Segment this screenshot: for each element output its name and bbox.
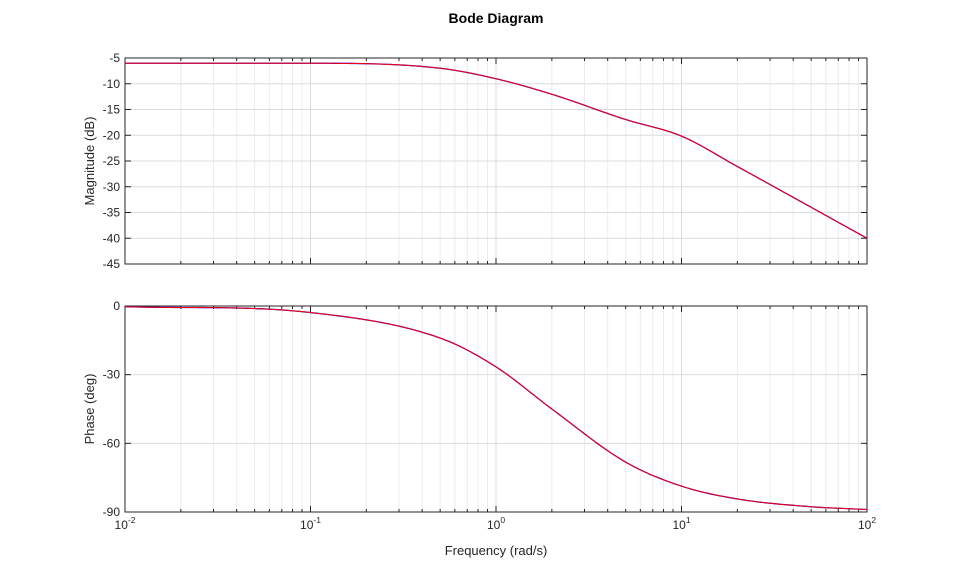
y-tick-label: -60 (103, 436, 121, 450)
x-tick-label: 10-2 (115, 515, 136, 532)
y-tick-label: -90 (103, 505, 121, 519)
magnitude-series-2 (125, 62, 867, 239)
magnitude-frame (124, 57, 868, 265)
y-tick-label: -40 (103, 231, 121, 245)
x-tick-label: 10-1 (300, 515, 321, 532)
magnitude-y-label: Magnitude (dB) (82, 117, 97, 206)
magnitude-axes: -5 -10 -15 -20 -25 -30 -35 -40 -45 Magnitude (dB) (82, 51, 868, 271)
phase-series-2 (125, 306, 867, 510)
y-tick-label: -15 (103, 103, 121, 117)
y-tick-label: -35 (103, 206, 121, 220)
phase-y-label: Phase (deg) (82, 374, 97, 445)
x-axis-label: Frequency (rad/s) (445, 543, 548, 558)
y-tick-label: -30 (103, 180, 121, 194)
phase-frame (124, 305, 868, 513)
y-tick-label: -45 (103, 257, 121, 271)
x-tick-label: 102 (858, 515, 876, 532)
phase-axes: 0 -30 -60 -90 Phase (deg) (82, 299, 868, 519)
y-tick-label: -10 (103, 77, 121, 91)
y-tick-label: -25 (103, 154, 121, 168)
y-tick-label: -20 (103, 128, 121, 142)
y-tick-label: -5 (109, 51, 120, 65)
y-tick-label: -30 (103, 368, 121, 382)
x-tick-label: 101 (672, 515, 690, 532)
y-tick-label: 0 (113, 299, 120, 313)
x-tick-label: 100 (487, 515, 505, 532)
chart-title: Bode Diagram (449, 10, 544, 26)
